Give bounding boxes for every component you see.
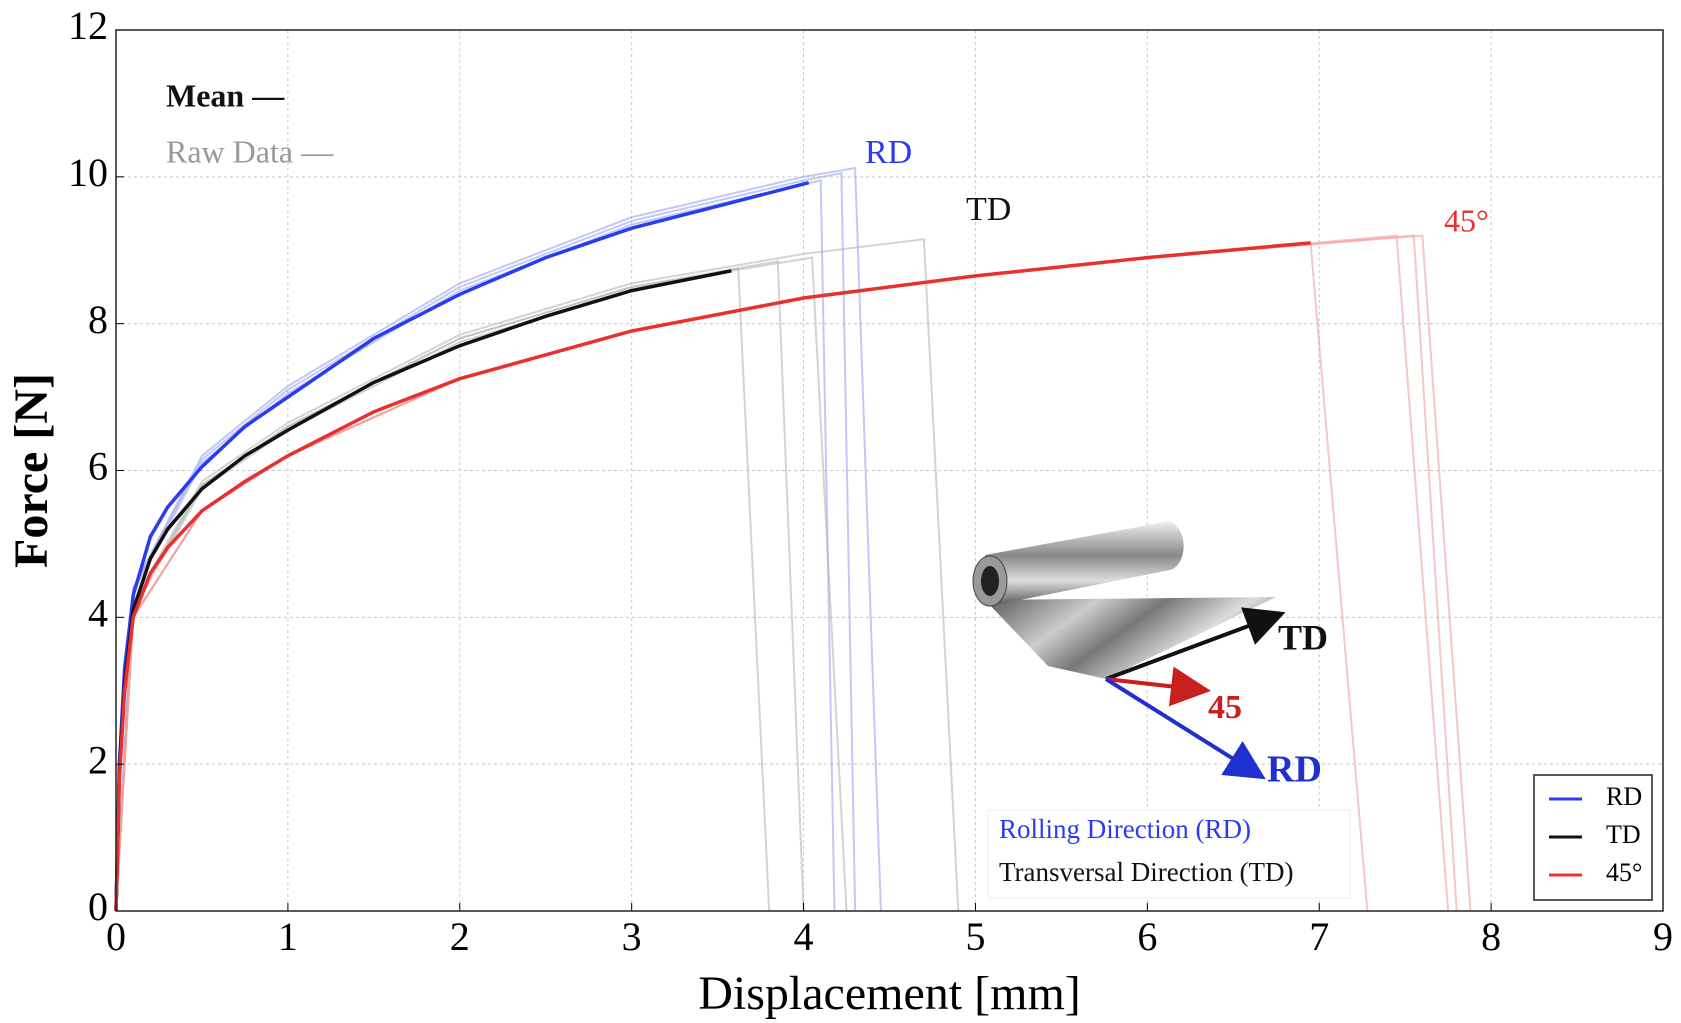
caption: Rolling Direction (RD)	[999, 814, 1251, 844]
roll	[985, 521, 1184, 606]
inset-image	[972, 521, 1351, 899]
y-tick-label: 10	[68, 150, 108, 195]
td-arrow	[1105, 607, 1286, 681]
y-tick-label: 4	[88, 591, 108, 636]
x-tick-label: 9	[1653, 914, 1673, 959]
45-arrow	[1105, 666, 1211, 707]
y-tick-label: 0	[88, 884, 108, 929]
x-tick-label: 4	[794, 914, 814, 959]
caption: Transversal Direction (TD)	[999, 857, 1293, 887]
y-tick-label: 6	[88, 444, 108, 489]
x-axis-label: Displacement [mm]	[698, 967, 1081, 1020]
mean-line	[114, 269, 732, 912]
mean-line	[114, 241, 1311, 912]
y-axis-label: Force [N]	[5, 373, 58, 568]
x-tick-label: 0	[106, 914, 126, 959]
raw-line	[115, 166, 882, 912]
x-tick-label: 8	[1481, 914, 1501, 959]
roll-core	[981, 566, 999, 596]
raw-line	[115, 260, 805, 912]
y-tick-label: 12	[68, 3, 108, 48]
annotation: 45°	[1444, 202, 1489, 238]
x-tick-label: 7	[1309, 914, 1329, 959]
annotation: TD	[966, 191, 1011, 228]
annotation: Mean —	[166, 77, 285, 113]
legend-label: TD	[1606, 820, 1641, 849]
caption-box	[987, 809, 1351, 899]
x-tick-label: 3	[622, 914, 642, 959]
arrow-label: TD	[1278, 617, 1328, 657]
raw-line	[115, 179, 836, 912]
annotation: Raw Data —	[166, 133, 334, 169]
y-tick-label: 8	[88, 297, 108, 342]
arrow-label: 45	[1208, 689, 1242, 726]
arrow-label: RD	[1267, 749, 1322, 791]
y-tick-label: 2	[88, 737, 108, 782]
legend-label: 45°	[1606, 858, 1642, 887]
legend-label: RD	[1606, 782, 1642, 811]
x-tick-label: 5	[965, 914, 985, 959]
x-tick-label: 2	[450, 914, 470, 959]
mean-lines	[114, 181, 1311, 912]
raw-line	[115, 267, 771, 912]
raw-lines	[115, 166, 1472, 912]
x-tick-label: 1	[278, 914, 298, 959]
raw-line	[115, 256, 848, 912]
mean-line	[114, 181, 810, 912]
plot-frame	[115, 29, 1664, 912]
x-tick-label: 6	[1137, 914, 1157, 959]
rd-arrow	[1104, 677, 1266, 780]
sheet	[985, 597, 1276, 679]
annotation: RD	[865, 134, 912, 171]
